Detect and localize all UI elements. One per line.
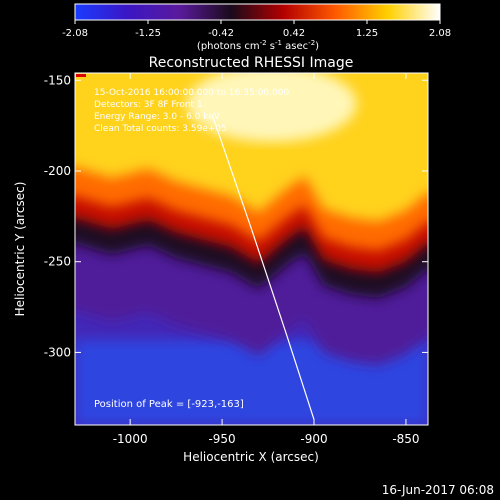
info-detectors: Detectors: 3F 8F Front 1 xyxy=(94,100,203,110)
x-tick-label: -850 xyxy=(392,432,419,446)
y-tick-label: -300 xyxy=(44,345,71,359)
plot-frame xyxy=(74,72,429,426)
y-axis-ticks: -150 -200 -250 -300 xyxy=(44,73,428,359)
y-tick-label: -150 xyxy=(44,73,71,87)
heatmap-image xyxy=(75,73,428,425)
colorbar-tick-label: -0.42 xyxy=(208,28,234,39)
colorbar xyxy=(74,3,441,21)
corner-marker xyxy=(76,74,86,77)
colorbar-tick-label: 0.42 xyxy=(283,28,305,39)
y-axis-label: Heliocentric Y (arcsec) xyxy=(13,182,27,317)
info-time-range: 15-Oct-2016 16:00:00.000 to 16:35:00.000 xyxy=(94,88,289,98)
x-axis-ticks: -1000 -950 -900 -850 xyxy=(113,73,420,446)
colorbar-tick-label: -1.25 xyxy=(135,28,161,39)
info-total-counts: Clean Total counts: 3.59e+05 xyxy=(94,124,227,134)
heatmap-peak-region xyxy=(186,73,357,142)
colorbar-tick-label: 2.08 xyxy=(429,28,451,39)
y-tick-label: -250 xyxy=(44,255,71,269)
x-tick-label: -1000 xyxy=(113,432,148,446)
x-axis-label: Heliocentric X (arcsec) xyxy=(183,450,319,464)
peak-position-label: Position of Peak = [-923,-163] xyxy=(94,399,244,410)
x-tick-label: -950 xyxy=(208,432,235,446)
colorbar-ticks: -2.08 -1.25 -0.42 0.42 1.25 2.08 xyxy=(62,20,451,39)
observation-info: 15-Oct-2016 16:00:00.000 to 16:35:00.000… xyxy=(94,88,289,134)
timestamp: 16-Jun-2017 06:08 xyxy=(382,483,494,497)
colorbar-tick-label: 1.25 xyxy=(356,28,378,39)
x-tick-label: -900 xyxy=(300,432,327,446)
info-energy-range: Energy Range: 3.0 - 6.0 keV xyxy=(94,112,221,122)
solar-limb-line xyxy=(212,116,315,420)
colorbar-unit-label: (photons cm-2 s-1 asec-2) xyxy=(197,39,319,52)
chart-title: Reconstructed RHESSI Image xyxy=(149,55,354,71)
y-tick-label: -200 xyxy=(44,164,71,178)
colorbar-tick-label: -2.08 xyxy=(62,28,88,39)
